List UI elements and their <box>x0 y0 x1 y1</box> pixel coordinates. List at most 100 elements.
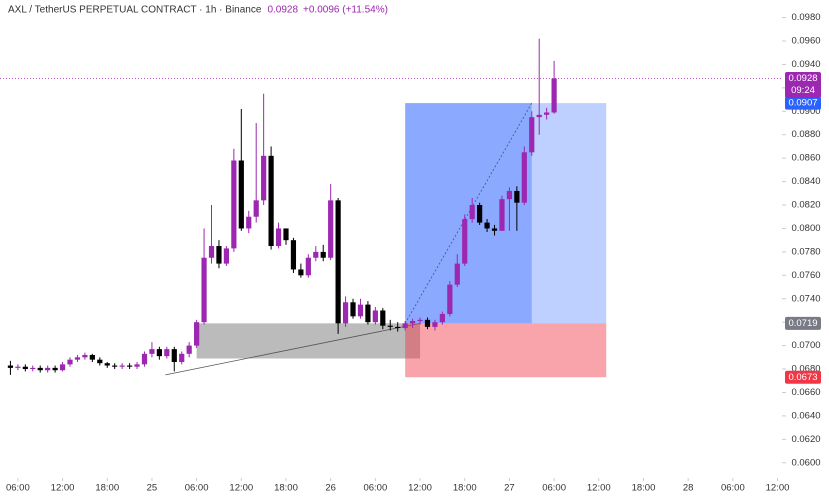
last-price: 0.0928 <box>267 5 298 16</box>
x-tick-label: 18:00 <box>453 483 477 494</box>
stop-zone <box>405 323 607 378</box>
candle-body <box>216 246 222 264</box>
y-tick-label: 0.0600 <box>791 457 820 468</box>
candle-body <box>201 257 207 323</box>
candle-body <box>179 353 185 363</box>
candle-body <box>551 78 557 113</box>
y-tick-label: 0.0880 <box>791 129 820 140</box>
candle-body <box>15 366 21 368</box>
candle-body <box>387 325 393 327</box>
candle-body <box>253 200 259 217</box>
candle-body <box>454 263 460 285</box>
x-tick-label: 06:00 <box>185 483 209 494</box>
y-tick-label: 0.0780 <box>791 246 820 257</box>
candle-body <box>514 190 520 203</box>
x-tick-label: 06:00 <box>363 483 387 494</box>
candle-body <box>156 349 162 357</box>
candle-body <box>521 152 527 203</box>
candle-body <box>298 269 304 276</box>
x-tick-label: 26 <box>325 483 336 494</box>
candle-body <box>268 155 274 247</box>
candle-body <box>350 302 356 317</box>
candle-body <box>59 364 66 371</box>
candle-body <box>469 205 475 220</box>
y-tick-label: 0.0820 <box>791 200 820 211</box>
candle-body <box>462 219 468 264</box>
candle-body <box>380 310 386 326</box>
candle-body <box>149 349 155 354</box>
y-tick-label: 0.0700 <box>791 340 820 351</box>
y-tick-label: 0.0960 <box>791 36 820 47</box>
candle-body <box>484 222 490 229</box>
candle-body <box>313 251 319 258</box>
candle-body <box>223 248 230 264</box>
candle-body <box>74 357 81 360</box>
candle-body <box>335 200 341 324</box>
candle-body <box>283 228 289 241</box>
candle-body <box>506 190 513 200</box>
candle-body <box>357 304 364 317</box>
y-tick-label: 0.0940 <box>791 59 820 70</box>
entry-label-bg <box>785 316 821 330</box>
candle-body <box>126 365 133 367</box>
candle-body <box>536 114 542 118</box>
y-tick-label: 0.0760 <box>791 270 820 281</box>
x-tick-label: 06:00 <box>721 483 745 494</box>
x-tick-label: 18:00 <box>95 483 119 494</box>
x-tick-label: 06:00 <box>6 483 30 494</box>
candle-body <box>305 257 311 276</box>
candle-body <box>112 365 118 367</box>
y-tick-label: 0.0660 <box>791 387 820 398</box>
target-zone <box>531 103 607 324</box>
y-tick-label: 0.0900 <box>791 106 820 117</box>
candle-body <box>246 216 252 229</box>
y-tick-label: 0.0620 <box>791 434 820 445</box>
candle-body <box>417 319 423 322</box>
stop-label-bg <box>785 370 821 384</box>
candle-body <box>134 364 140 367</box>
candle-body <box>82 354 88 358</box>
x-tick-label: 12:00 <box>51 483 75 494</box>
x-tick-label: 12:00 <box>408 483 432 494</box>
candle-body <box>194 322 200 346</box>
candle-body <box>37 367 43 371</box>
candle-body <box>164 349 170 357</box>
candle-body <box>7 365 14 368</box>
target-label: 0.0907 <box>788 98 817 109</box>
candle-body <box>409 321 416 324</box>
candle-body <box>402 323 408 329</box>
candle-body <box>261 155 267 201</box>
candle-body <box>52 367 58 371</box>
trend-line <box>165 322 421 376</box>
y-tick-label: 0.0840 <box>791 176 820 187</box>
candle-body <box>544 112 550 115</box>
candle-body <box>477 205 483 223</box>
x-tick-label: 12:00 <box>766 483 790 494</box>
candle-body <box>328 200 334 258</box>
target-zone-filled <box>405 103 532 324</box>
y-tick-label: 0.0680 <box>791 364 820 375</box>
candle-body <box>372 310 378 323</box>
x-tick-label: 06:00 <box>542 483 566 494</box>
y-tick-label: 0.0640 <box>791 410 820 421</box>
chart-title: AXL / TetherUS PERPETUAL CONTRACT · 1h ·… <box>8 5 262 16</box>
candle-body <box>22 366 28 370</box>
candle-body <box>275 228 282 247</box>
target-label-bg <box>785 96 821 110</box>
candle-body <box>231 160 237 249</box>
y-tick-label: 0.0860 <box>791 153 820 164</box>
candle-body <box>67 359 73 365</box>
x-tick-label: 25 <box>147 483 158 494</box>
candle-body <box>447 284 453 314</box>
x-tick-label: 18:00 <box>274 483 298 494</box>
candle-body <box>208 246 215 258</box>
candle-body <box>104 363 110 366</box>
candle-body <box>30 367 36 370</box>
x-tick-label: 28 <box>683 483 694 494</box>
candle-body <box>186 345 192 354</box>
candle-body <box>238 160 244 229</box>
price-change: +0.0096 (+11.54%) <box>303 5 388 16</box>
countdown: 09:24 <box>791 85 815 96</box>
x-tick-label: 27 <box>504 483 515 494</box>
